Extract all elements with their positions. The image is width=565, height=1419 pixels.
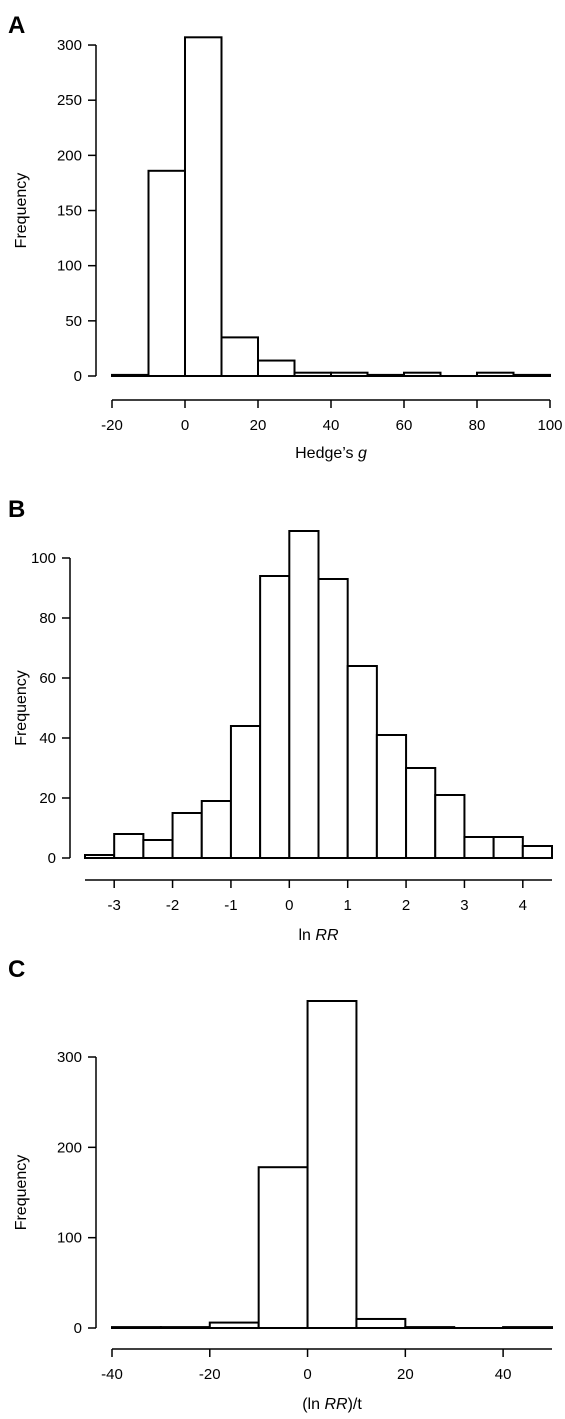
- histogram-bar: [208, 1321, 260, 1329]
- histogram-bar: [512, 373, 551, 377]
- x-tick-label: 0: [303, 1366, 311, 1383]
- y-tick-label: 250: [57, 92, 82, 109]
- x-tick-label: -40: [101, 1366, 123, 1383]
- x-tick-label: -3: [108, 897, 121, 914]
- y-tick-label: 0: [74, 1320, 82, 1337]
- y-tick-label: 100: [57, 258, 82, 275]
- histogram-bar: [404, 1326, 456, 1329]
- histogram-a-plot: 0 50 100 150 200 250 300 -20 0 20 40 60 80 100 Hedge’s…: [13, 36, 563, 462]
- x-tick-label: -2: [166, 897, 179, 914]
- y-tick-label: 100: [31, 550, 56, 567]
- x-tick-label: 40: [323, 417, 340, 434]
- histogram-bar: [200, 800, 232, 859]
- x-tick-label: 100: [537, 417, 562, 434]
- x-tick-label: 20: [250, 417, 267, 434]
- x-axis-title-text: (ln: [302, 1396, 324, 1413]
- histogram-bar: [492, 836, 524, 859]
- y-tick-label: 0: [74, 368, 82, 385]
- histogram-bar: [111, 373, 150, 377]
- histogram-bar: [229, 725, 262, 859]
- x-axis-title-text: Hedge’s: [295, 445, 358, 462]
- histogram-bar: [257, 1166, 309, 1329]
- panel-label: A: [8, 12, 26, 39]
- histogram-bar: [317, 578, 349, 859]
- histogram-bar: [366, 373, 405, 377]
- y-tick-label: 50: [65, 313, 82, 330]
- histogram-bar: [184, 36, 223, 377]
- x-axis-title-italic: g: [358, 445, 367, 462]
- y-tick-label: 0: [48, 850, 56, 867]
- histogram-bar: [171, 812, 203, 859]
- histogram-bar: [293, 371, 332, 377]
- histogram-bar: [288, 530, 320, 859]
- x-tick-label: 2: [402, 897, 410, 914]
- x-tick-label: 60: [396, 417, 413, 434]
- histogram-bar: [502, 1326, 554, 1329]
- histogram-bar: [306, 1000, 358, 1329]
- x-tick-label: -20: [101, 417, 123, 434]
- x-axis-title: Hedge’s g: [295, 445, 367, 462]
- histogram-bar: [113, 833, 145, 859]
- x-tick-label: 40: [495, 1366, 512, 1383]
- x-tick-label: 3: [460, 897, 468, 914]
- x-tick-label: 1: [344, 897, 352, 914]
- y-tick-label: 300: [57, 1049, 82, 1066]
- x-tick-label: 20: [397, 1366, 414, 1383]
- x-axis-title: ln RR: [298, 927, 338, 944]
- x-axis-title-text: ln: [298, 927, 315, 944]
- x-tick-label: 80: [469, 417, 486, 434]
- x-tick-label: 4: [519, 897, 527, 914]
- y-tick-label: 40: [39, 730, 56, 747]
- histogram-bar: [257, 359, 296, 378]
- histogram-bar: [476, 371, 515, 377]
- y-axis-title: Frequency: [13, 1155, 30, 1231]
- y-tick-label: 20: [39, 790, 56, 807]
- y-tick-label: 150: [57, 203, 82, 220]
- y-tick-label: 100: [57, 1230, 82, 1247]
- histogram-b-plot: 0 20 40 60 80 100 -3 -2 -1 0 1 2 3 4 ln RR Frequency: [13, 530, 553, 944]
- histogram-bar: [147, 169, 186, 377]
- y-tick-label: 200: [57, 1139, 82, 1156]
- panel-label: C: [8, 956, 26, 983]
- y-axis-title: Frequency: [13, 670, 30, 746]
- x-axis-title-italic: RR: [324, 1396, 348, 1413]
- y-tick-label: 80: [39, 610, 56, 627]
- histogram-bar: [434, 794, 466, 859]
- histogram-bar: [220, 336, 259, 377]
- y-tick-label: 300: [57, 37, 82, 54]
- x-tick-label: -20: [199, 1366, 221, 1383]
- histogram-bar: [403, 371, 442, 377]
- histogram-bar: [463, 836, 495, 859]
- histogram-panel-a: A 0 50 100 150 200 250 300 -20 0 20 40 60 80 100 Hedge…: [0, 14, 565, 474]
- histogram-bar: [159, 1326, 211, 1329]
- y-tick-label: 200: [57, 147, 82, 164]
- histogram-panel-c: C 0 100 200 300 -40 -20 0 20 40 (ln RR)/t Frequenc…: [0, 958, 565, 1418]
- x-tick-label: 0: [285, 897, 293, 914]
- histogram-bar: [111, 1326, 162, 1329]
- x-tick-label: -1: [224, 897, 237, 914]
- histogram-bar: [259, 575, 291, 859]
- histogram-bar: [84, 854, 116, 859]
- histogram-c-plot: 0 100 200 300 -40 -20 0 20 40 (ln RR)/t Frequency: [13, 1000, 554, 1413]
- y-axis-title: Frequency: [13, 173, 30, 249]
- x-axis-title-italic: RR: [315, 927, 339, 944]
- histogram-bar: [375, 734, 408, 859]
- histogram-bar: [142, 839, 174, 859]
- x-tick-label: 0: [181, 417, 189, 434]
- y-tick-label: 60: [39, 670, 56, 687]
- histogram-bar: [521, 845, 553, 859]
- histogram-panel-b: B 0 20 40 60 80 100 -3 -2 -1 0 1 2 3 4 ln RR Frequency: [0, 496, 565, 944]
- histogram-bar: [346, 665, 378, 859]
- histogram-bar: [355, 1317, 407, 1330]
- x-axis-title-suffix: )/t: [348, 1396, 363, 1413]
- histogram-bar: [405, 767, 437, 859]
- panel-label: B: [8, 496, 26, 523]
- x-axis-title: (ln RR)/t: [302, 1396, 362, 1413]
- histogram-bar: [330, 371, 369, 377]
